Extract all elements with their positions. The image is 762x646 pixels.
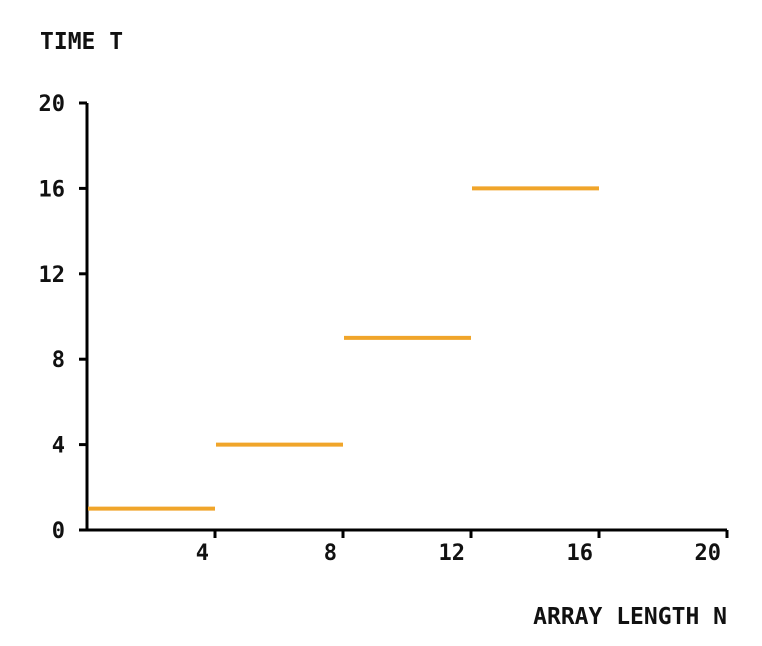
y-axis-ticks: 0 4 8 12 16 20: [39, 92, 87, 544]
y-tick-label: 16: [39, 177, 66, 202]
x-tick-label: 4: [196, 541, 209, 566]
x-tick-label: 8: [324, 541, 337, 566]
x-tick-label: 16: [567, 541, 594, 566]
x-axis-label: ARRAY LENGTH N: [533, 604, 727, 630]
x-tick-label: 12: [439, 541, 466, 566]
y-tick-label: 0: [52, 519, 65, 544]
x-tick-label: 20: [695, 541, 722, 566]
y-tick-label: 20: [39, 92, 66, 117]
y-tick-label: 12: [39, 263, 66, 288]
y-axis-label: TIME T: [40, 29, 123, 55]
series-segments: [88, 186, 599, 511]
y-tick-label: 4: [52, 434, 65, 459]
y-tick-label: 8: [52, 348, 65, 373]
x-axis-ticks: 4 8 12 16 20: [196, 530, 729, 566]
